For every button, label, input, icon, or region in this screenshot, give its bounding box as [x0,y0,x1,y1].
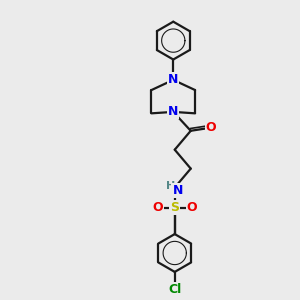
Text: O: O [206,122,216,134]
Text: H: H [166,181,175,191]
Text: O: O [187,201,197,214]
Text: N: N [168,105,178,119]
Text: N: N [172,184,183,197]
Text: S: S [170,201,179,214]
Text: N: N [168,74,178,86]
Text: O: O [152,201,163,214]
Text: Cl: Cl [168,284,182,296]
Text: N: N [168,74,178,86]
